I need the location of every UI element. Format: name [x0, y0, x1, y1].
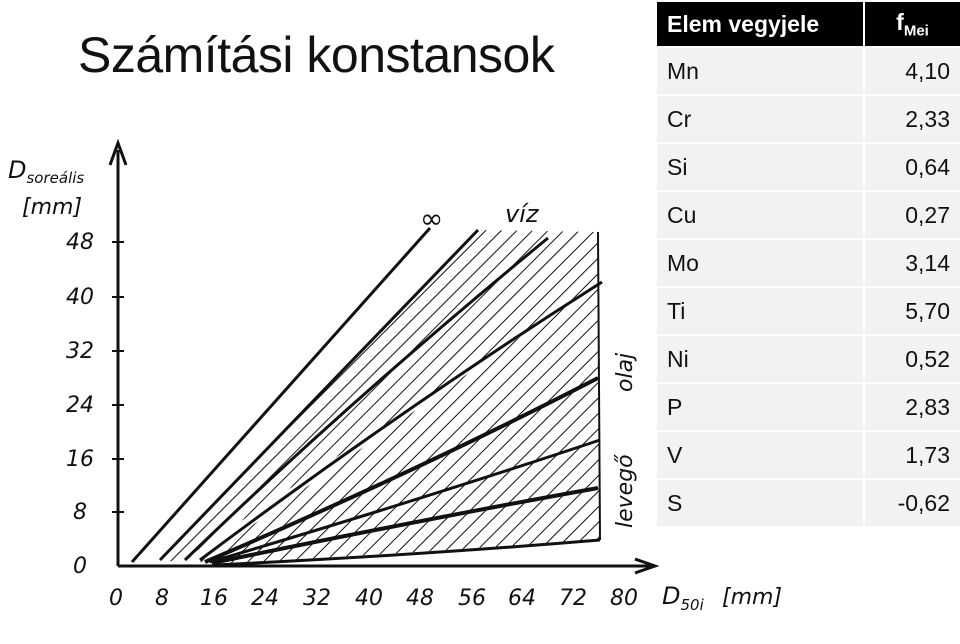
- x-tick-label: 8: [155, 586, 169, 611]
- header-fmei-main: f: [896, 8, 904, 35]
- oil-mid-curve: [204, 376, 599, 564]
- table-row: Cu 0,27: [657, 190, 960, 239]
- header-fmei-sub: Mei: [903, 22, 929, 40]
- svg-text:Dsoreális: Dsoreális: [8, 156, 84, 187]
- air-mid-curve: [211, 486, 599, 565]
- infinity-label: ∞: [420, 202, 443, 235]
- water-mid-curve: [183, 236, 549, 562]
- x-axis-label-sub: 50i: [680, 596, 704, 614]
- table-row: P 2,83: [657, 382, 960, 431]
- x-tick-label: 56: [458, 586, 486, 611]
- table-row: V 1,73: [657, 430, 960, 479]
- table-row: Ni 0,52: [657, 334, 960, 383]
- element-symbol: Mo: [657, 238, 865, 287]
- x-tick-label: 16: [200, 586, 228, 611]
- y-tick-label: 40: [66, 285, 94, 310]
- x-axis-label-main: D: [662, 582, 680, 610]
- infinity-curve: [130, 227, 432, 563]
- y-axis-label-main: D: [8, 156, 26, 184]
- element-factor: 2,33: [864, 94, 960, 143]
- constants-table: Elem vegyjele fMei Mn 4,10 Cr 2,33 Si 0,64 …: [657, 2, 960, 526]
- y-tick-labels: 0 8 16 24 32 40 48: [66, 230, 94, 579]
- x-tick-label: 72: [559, 586, 587, 611]
- right-edge-line: [597, 231, 601, 541]
- x-tick-label: 0: [109, 586, 123, 611]
- air-label: levegő: [613, 454, 638, 528]
- svg-text:D50i: D50i: [662, 582, 705, 614]
- x-axis-label: D50i [mm]: [662, 582, 782, 614]
- x-tick-label: 24: [251, 586, 279, 611]
- element-symbol: Cu: [657, 190, 865, 239]
- x-tick-label: 32: [303, 586, 331, 611]
- x-tick-label: 48: [406, 586, 434, 611]
- axes: [108, 138, 660, 575]
- element-factor: 0,64: [864, 142, 960, 191]
- table-row: Cr 2,33: [657, 94, 960, 143]
- x-tick-labels: 0 8 16 24 32 40 48 56 64 72 80: [109, 586, 638, 611]
- x-tick-label: 40: [355, 586, 383, 611]
- y-tick-label: 24: [66, 393, 94, 418]
- element-factor: 0,27: [864, 190, 960, 239]
- element-symbol: Mn: [657, 46, 865, 95]
- x-tick-label: 64: [508, 586, 536, 611]
- air-lower-curve: [214, 538, 601, 567]
- header-fmei: fMei: [864, 2, 960, 47]
- element-factor: -0,62: [864, 478, 960, 526]
- y-tick-marks: [112, 241, 124, 513]
- element-symbol: Ti: [657, 286, 865, 335]
- water-label: víz: [505, 200, 540, 228]
- element-symbol: P: [657, 382, 865, 431]
- element-symbol: V: [657, 430, 865, 479]
- y-tick-label: 8: [73, 500, 87, 525]
- y-tick-label: 48: [66, 230, 94, 255]
- element-factor: 3,14: [864, 238, 960, 287]
- element-symbol: Cr: [657, 94, 865, 143]
- element-factor: 5,70: [864, 286, 960, 335]
- x-tick-label: 80: [610, 586, 638, 611]
- element-symbol: Si: [657, 142, 865, 191]
- water-upper-curve: [158, 228, 480, 562]
- table-row: Ti 5,70: [657, 286, 960, 335]
- page-title: Számítási konstansok: [78, 27, 555, 83]
- element-factor: 0,52: [864, 334, 960, 383]
- table-row: S -0,62: [657, 478, 960, 526]
- curves: [130, 227, 603, 567]
- table-header-row: Elem vegyjele fMei: [657, 2, 960, 47]
- y-tick-label: 0: [73, 554, 87, 579]
- oil-lower-curve: [209, 438, 601, 564]
- y-axis-unit: [mm]: [22, 195, 82, 220]
- y-axis-label-sub: soreális: [26, 169, 84, 187]
- header-element-symbol: Elem vegyjele: [657, 2, 865, 47]
- y-axis-label: Dsoreális [mm]: [8, 156, 84, 220]
- x-axis-unit: [mm]: [722, 585, 782, 610]
- element-factor: 1,73: [864, 430, 960, 479]
- table-row: Mo 3,14: [657, 238, 960, 287]
- y-tick-label: 16: [66, 447, 94, 472]
- element-symbol: Ni: [657, 334, 865, 383]
- oil-label: olaj: [613, 352, 638, 392]
- table-row: Si 0,64: [657, 142, 960, 191]
- oil-band: [200, 282, 600, 565]
- element-symbol: S: [657, 478, 865, 526]
- y-tick-label: 32: [66, 339, 94, 364]
- water-lower-curve: [199, 280, 603, 562]
- element-factor: 4,10: [864, 46, 960, 95]
- element-factor: 2,83: [864, 382, 960, 431]
- table-row: Mn 4,10: [657, 46, 960, 95]
